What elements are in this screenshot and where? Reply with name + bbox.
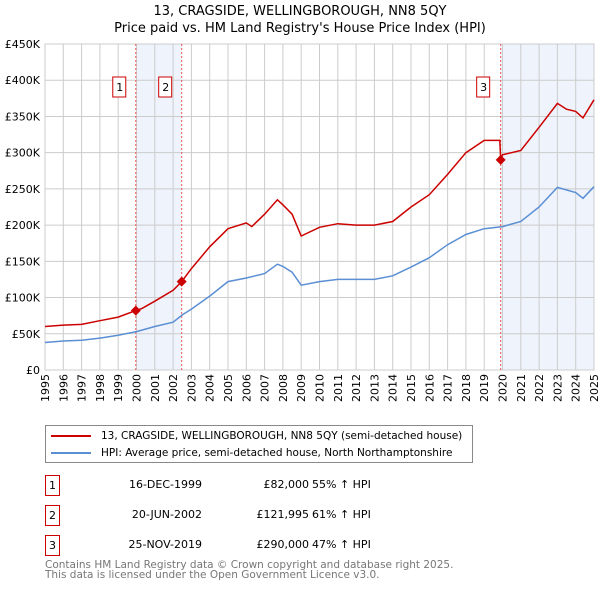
x-tick-label: 2010 (314, 374, 327, 402)
x-tick-label: 2012 (350, 374, 363, 402)
x-tick-label: 2022 (533, 374, 546, 402)
x-tick-label: 1995 (39, 374, 52, 402)
y-tick-label: £200K (5, 219, 41, 232)
legend: 13, CRAGSIDE, WELLINGBOROUGH, NN8 5QY (s… (45, 425, 473, 463)
legend-item-property: 13, CRAGSIDE, WELLINGBOROUGH, NN8 5QY (s… (51, 428, 462, 444)
x-tick-label: 2004 (204, 374, 217, 402)
sale-row: 3 25-NOV-2019 £290,000 47% ↑ HPI (45, 535, 445, 556)
y-tick-label: £400K (5, 74, 41, 87)
x-tick-label: 2018 (460, 374, 473, 402)
sale-hpi: 61% ↑ HPI (312, 508, 371, 521)
legend-label: 13, CRAGSIDE, WELLINGBOROUGH, NN8 5QY (s… (101, 430, 463, 442)
x-tick-label: 2024 (570, 374, 583, 402)
sale-date: 16-DEC-1999 (128, 478, 202, 491)
legend-swatch (51, 452, 91, 454)
sale-label-box (476, 76, 491, 98)
legend-label: HPI: Average price, semi-detached house,… (101, 447, 453, 459)
sale-hpi: 47% ↑ HPI (312, 538, 371, 551)
legend-item-hpi: HPI: Average price, semi-detached house,… (51, 445, 452, 461)
y-tick-label: £50K (12, 328, 41, 341)
sale-price: £82,000 (263, 478, 310, 491)
sale-label: 3 (480, 81, 487, 94)
x-tick-label: 2011 (332, 374, 345, 402)
chart-subtitle: Price paid vs. HM Land Registry's House … (114, 21, 486, 36)
x-tick-label: 2005 (222, 374, 235, 402)
x-tick-label: 2021 (515, 374, 528, 402)
legend-swatch (51, 435, 91, 437)
shaded-period (135, 44, 182, 370)
sale-label: 2 (162, 81, 169, 94)
footer: Contains HM Land Registry data © Crown c… (45, 559, 454, 581)
x-tick-label: 1999 (112, 374, 125, 402)
y-tick-label: £100K (5, 292, 41, 305)
x-tick-label: 2013 (368, 374, 381, 402)
x-tick-label: 2020 (497, 374, 510, 402)
sale-point (176, 276, 187, 287)
sale-hpi: 55% ↑ HPI (312, 478, 371, 491)
x-tick-label: 2003 (185, 374, 198, 402)
series-line (44, 186, 595, 344)
sale-price: £121,995 (256, 508, 310, 521)
x-tick-label: 2006 (240, 374, 253, 402)
x-tick-label: 1997 (76, 374, 89, 402)
y-tick-label: £450K (5, 38, 41, 51)
sale-date: 25-NOV-2019 (128, 538, 202, 551)
x-tick-label: 2014 (387, 374, 400, 402)
x-tick-label: 2019 (478, 374, 491, 402)
sale-marker: 2 (45, 505, 60, 526)
y-tick-label: £250K (5, 183, 41, 196)
x-tick-label: 1998 (94, 374, 107, 402)
footer-line: This data is licensed under the Open Gov… (45, 569, 380, 581)
sale-row: 1 16-DEC-1999 £82,000 55% ↑ HPI (45, 475, 445, 496)
x-tick-label: 2025 (588, 374, 600, 402)
sale-marker: 3 (45, 535, 60, 556)
footer-line: Contains HM Land Registry data © Crown c… (45, 559, 454, 571)
chart-title: 13, CRAGSIDE, WELLINGBOROUGH, NN8 5QY (153, 4, 447, 19)
sale-point (130, 305, 141, 316)
sale-price: £290,000 (256, 538, 310, 551)
series-line (44, 99, 595, 328)
x-tick-label: 2015 (405, 374, 418, 402)
x-tick-label: 1996 (57, 374, 70, 402)
sale-marker: 1 (45, 475, 60, 496)
sale-label: 1 (116, 81, 123, 94)
x-tick-label: 2023 (551, 374, 564, 402)
x-tick-label: 2002 (167, 374, 180, 402)
chart-plot: 1995 1996 1997 1998 1999 2000 2001 2002 2003 2004… (5, 38, 600, 402)
x-tick-label: 2009 (295, 374, 308, 402)
sale-date: 20-JUN-2002 (131, 508, 202, 521)
y-tick-label: £350K (5, 110, 41, 123)
shaded-period (500, 44, 594, 370)
sale-row: 2 20-JUN-2002 £121,995 61% ↑ HPI (45, 505, 445, 526)
x-tick-label: 2001 (149, 374, 162, 402)
x-tick-label: 2007 (259, 374, 272, 402)
sale-point (495, 154, 506, 165)
plot-frame (44, 43, 595, 371)
x-tick-label: 2016 (423, 374, 436, 402)
y-tick-label: £150K (5, 255, 41, 268)
y-tick-label: £0 (26, 364, 40, 377)
x-tick-label: 2000 (131, 374, 144, 402)
x-tick-label: 2017 (442, 374, 455, 402)
sale-label-box (112, 76, 127, 98)
y-tick-label: £300K (5, 147, 41, 160)
sale-label-box (158, 76, 173, 98)
x-tick-label: 2008 (277, 374, 290, 402)
